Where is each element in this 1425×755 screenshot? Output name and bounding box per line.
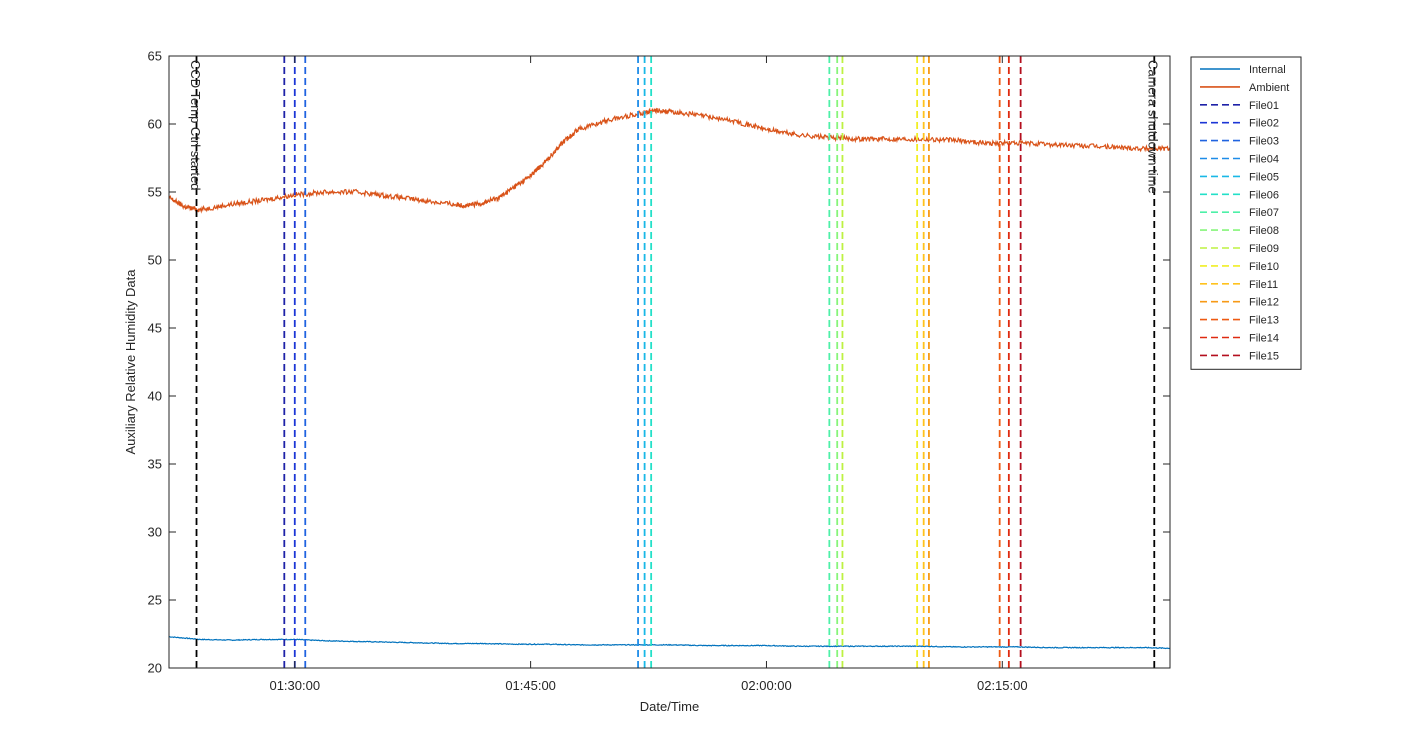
legend-label-file07: File07 [1249,207,1279,219]
x-tick-label: 01:30:00 [269,678,320,693]
y-tick-label: 55 [148,185,162,200]
series-line-internal [168,636,1171,650]
legend-label-file09: File09 [1249,243,1279,255]
legend-label-file04: File04 [1249,154,1279,166]
x-tick-label: 01:45:00 [505,678,556,693]
legend-label-file14: File14 [1249,333,1279,345]
legend-label-file11: File11 [1249,279,1278,291]
legend-label-ambient: Ambient [1249,82,1289,94]
y-tick-label: 25 [148,593,162,608]
x-tick-label: 02:15:00 [977,678,1028,693]
legend-label-file03: File03 [1249,136,1279,148]
legend-label-file02: File02 [1249,118,1279,130]
y-axis-label: Auxiliary Relative Humidity Data [123,269,138,455]
legend-label-file13: File13 [1249,315,1279,327]
event-label-2: Camera shutdown time [1146,60,1161,194]
series-line-ambient [168,107,1171,214]
legend-label-file08: File08 [1249,225,1279,237]
legend-label-file01: File01 [1249,100,1279,112]
y-tick-label: 50 [148,253,162,268]
legend-box [1190,56,1302,370]
y-tick-label: 45 [148,321,162,336]
event-label-1: CCD Temp Ctrl started [188,60,203,191]
legend-label-file12: File12 [1249,297,1279,309]
axes-box [168,55,1171,669]
y-tick-label: 65 [148,49,162,64]
y-tick-label: 40 [148,389,162,404]
x-axis-label: Date/Time [640,699,699,714]
legend-label-file05: File05 [1249,171,1279,183]
y-tick-label: 20 [148,661,162,676]
legend-label-file15: File15 [1249,350,1279,362]
plot-area [169,56,1170,668]
y-tick-label: 35 [148,457,162,472]
legend-label-file06: File06 [1249,189,1279,201]
y-tick-label: 60 [148,117,162,132]
legend-label-file10: File10 [1249,261,1279,273]
legend-label-internal: Internal [1249,64,1286,76]
y-tick-label: 30 [148,525,162,540]
x-tick-label: 02:00:00 [741,678,792,693]
